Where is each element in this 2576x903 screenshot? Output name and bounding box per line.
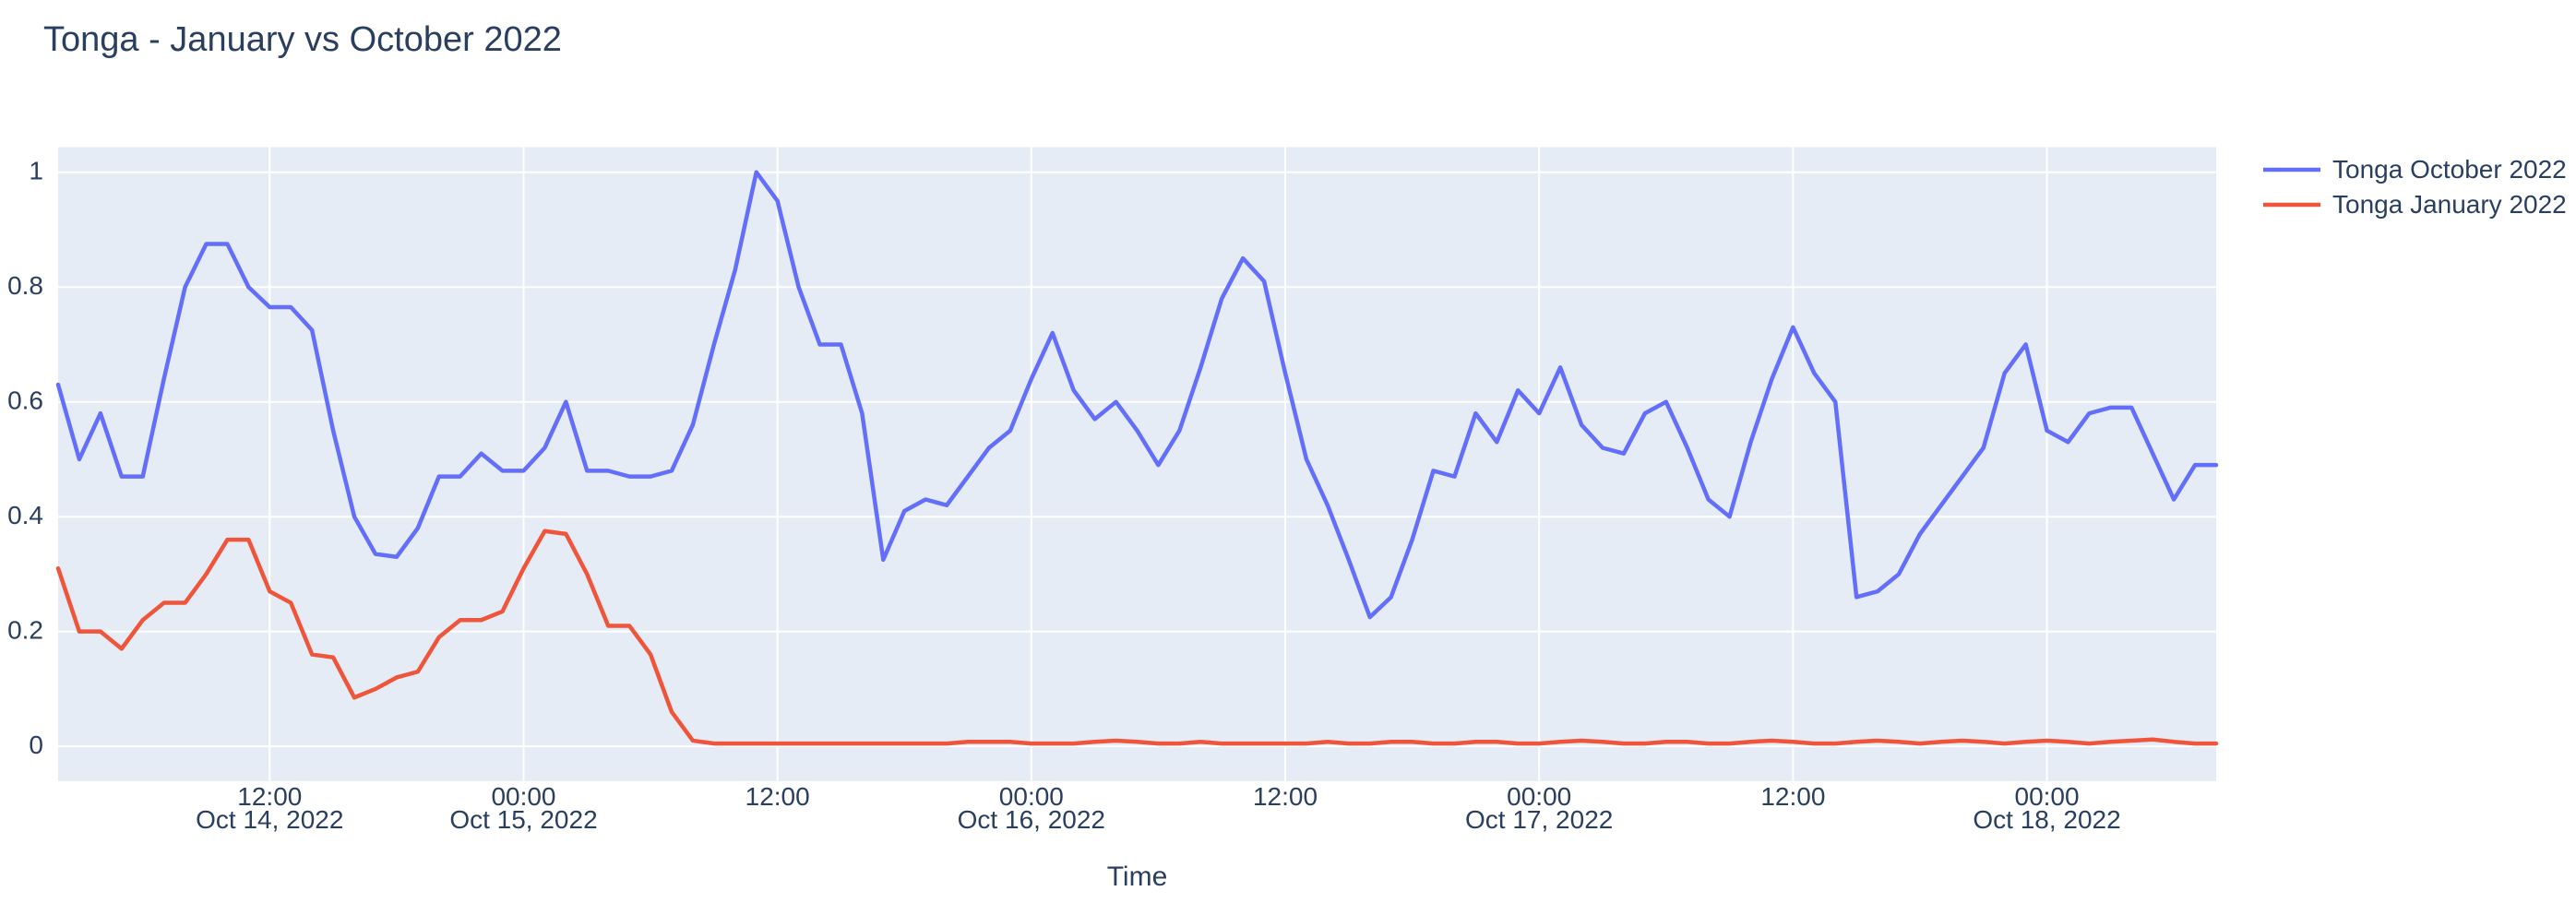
- svg-text:Oct 15, 2022: Oct 15, 2022: [449, 805, 597, 834]
- svg-text:0.2: 0.2: [7, 616, 43, 645]
- svg-text:0.6: 0.6: [7, 386, 43, 415]
- svg-text:Oct 17, 2022: Oct 17, 2022: [1465, 805, 1613, 834]
- svg-text:12:00: 12:00: [745, 782, 810, 811]
- svg-text:Oct 18, 2022: Oct 18, 2022: [1973, 805, 2120, 834]
- svg-text:Oct 14, 2022: Oct 14, 2022: [196, 805, 343, 834]
- svg-text:Oct 16, 2022: Oct 16, 2022: [958, 805, 1105, 834]
- svg-text:0.4: 0.4: [7, 501, 43, 529]
- svg-text:12:00: 12:00: [1253, 782, 1318, 811]
- svg-text:Tonga October 2022: Tonga October 2022: [2332, 155, 2567, 184]
- svg-text:Tonga January 2022: Tonga January 2022: [2332, 190, 2567, 219]
- svg-text:0.8: 0.8: [7, 271, 43, 300]
- svg-text:12:00: 12:00: [1760, 782, 1825, 811]
- svg-text:Time: Time: [1107, 861, 1168, 892]
- svg-text:1: 1: [29, 157, 43, 185]
- svg-text:0: 0: [29, 731, 43, 759]
